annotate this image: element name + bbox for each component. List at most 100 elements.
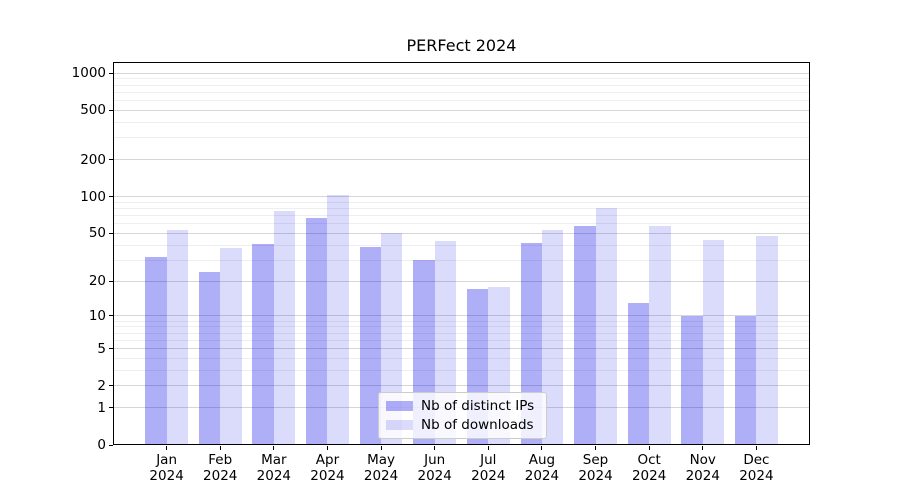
bar-downloads (220, 247, 242, 445)
y-tick-label: 2 (97, 377, 106, 394)
bar-downloads (756, 235, 778, 445)
y-tick-mark (109, 385, 113, 387)
x-tick-mark (648, 446, 650, 450)
y-tick-label: 1000 (71, 65, 106, 82)
x-tick-label: Sep 2024 (564, 452, 628, 484)
y-tick-label: 1 (97, 399, 106, 416)
y-tick-mark (109, 407, 113, 409)
y-tick-mark (109, 232, 113, 234)
gridline-minor (113, 259, 810, 261)
gridline-minor (113, 91, 810, 93)
gridline-major (113, 159, 810, 161)
y-tick-mark (109, 348, 113, 350)
gridline-minor (113, 100, 810, 102)
x-tick-month: Feb (208, 452, 233, 468)
x-tick-mark (326, 446, 328, 450)
gridline-major (113, 348, 810, 350)
y-tick-mark (109, 159, 113, 161)
x-tick-year: 2024 (256, 468, 292, 484)
x-tick-year: 2024 (685, 468, 720, 484)
gridline-major (113, 109, 810, 111)
y-tick-label: 100 (80, 188, 106, 205)
gridline-minor (113, 215, 810, 217)
legend: Nb of distinct IPs Nb of downloads (378, 392, 547, 439)
bar-distinct-ips (252, 243, 274, 445)
x-tick-year: 2024 (310, 468, 345, 484)
y-tick-label: 10 (88, 307, 106, 324)
x-tick-month: Mar (261, 452, 287, 468)
bar-downloads (541, 230, 564, 445)
x-tick-label: Dec 2024 (724, 452, 788, 484)
y-tick-mark (109, 72, 113, 74)
x-tick-label: Apr 2024 (295, 452, 359, 484)
bar-downloads (327, 195, 349, 445)
y-tick-mark (109, 315, 113, 317)
gridline-minor (113, 121, 810, 123)
x-tick-label: Jun 2024 (403, 452, 467, 484)
x-tick-year: 2024 (203, 468, 238, 484)
x-tick-year: 2024 (471, 468, 506, 484)
x-tick-year: 2024 (417, 468, 452, 484)
gridline-minor (113, 84, 810, 86)
legend-row: Nb of downloads (386, 416, 538, 434)
legend-label: Nb of downloads (421, 417, 534, 433)
bar-distinct-ips (627, 302, 650, 445)
x-tick-year: 2024 (524, 468, 560, 484)
plot-area (113, 62, 810, 445)
x-tick-month: Oct (637, 452, 661, 468)
y-tick-label: 20 (88, 273, 106, 290)
x-tick-month: Aug (528, 452, 556, 468)
gridline-minor (113, 320, 810, 322)
gridline-minor (113, 369, 810, 371)
bar-distinct-ips (574, 225, 596, 445)
x-tick-label: Aug 2024 (510, 452, 574, 484)
x-tick-month: Dec (743, 452, 770, 468)
x-tick-mark (434, 446, 436, 450)
bar-downloads (166, 230, 188, 445)
gridline-minor (113, 339, 810, 341)
x-tick-mark (487, 446, 489, 450)
x-tick-mark (166, 446, 168, 450)
y-tick-label: 200 (80, 151, 106, 168)
gridline-major (113, 72, 810, 74)
x-tick-label: May 2024 (349, 452, 413, 484)
x-tick-year: 2024 (149, 468, 184, 484)
x-tick-year: 2024 (578, 468, 613, 484)
x-tick-mark (541, 446, 543, 450)
x-tick-month: Jan (156, 452, 178, 468)
x-tick-month: Sep (582, 452, 609, 468)
legend-row: Nb of distinct IPs (386, 397, 538, 415)
x-tick-mark (702, 446, 704, 450)
x-tick-month: Apr (315, 452, 340, 468)
chart-title: PERFect 2024 (406, 36, 517, 55)
x-tick-mark (380, 446, 382, 450)
x-tick-year: 2024 (631, 468, 667, 484)
gridline-minor (113, 201, 810, 203)
bar-distinct-ips (734, 315, 757, 445)
y-tick-mark (109, 444, 113, 446)
legend-label: Nb of distinct IPs (421, 398, 535, 414)
x-tick-month: May (367, 452, 396, 468)
gridline-major (113, 315, 810, 317)
x-tick-label: Mar 2024 (242, 452, 306, 484)
gridline-major (113, 385, 810, 387)
bar-downloads (273, 210, 296, 445)
x-tick-label: Oct 2024 (617, 452, 681, 484)
bar-downloads (649, 225, 671, 445)
x-tick-mark (595, 446, 597, 450)
y-tick-label: 500 (80, 102, 106, 119)
y-tick-mark (109, 280, 113, 282)
gridline-major (113, 280, 810, 282)
bar-distinct-ips (359, 246, 382, 445)
x-tick-mark (273, 446, 275, 450)
bar-downloads (702, 240, 725, 445)
x-tick-month: Jun (424, 452, 446, 468)
x-tick-month: Nov (689, 452, 716, 468)
gridline-minor (113, 208, 810, 210)
gridline-major (113, 196, 810, 198)
gridline-major (113, 232, 810, 234)
gridline-minor (113, 357, 810, 359)
x-tick-label: Jul 2024 (456, 452, 520, 484)
y-tick-label: 0 (97, 437, 106, 453)
